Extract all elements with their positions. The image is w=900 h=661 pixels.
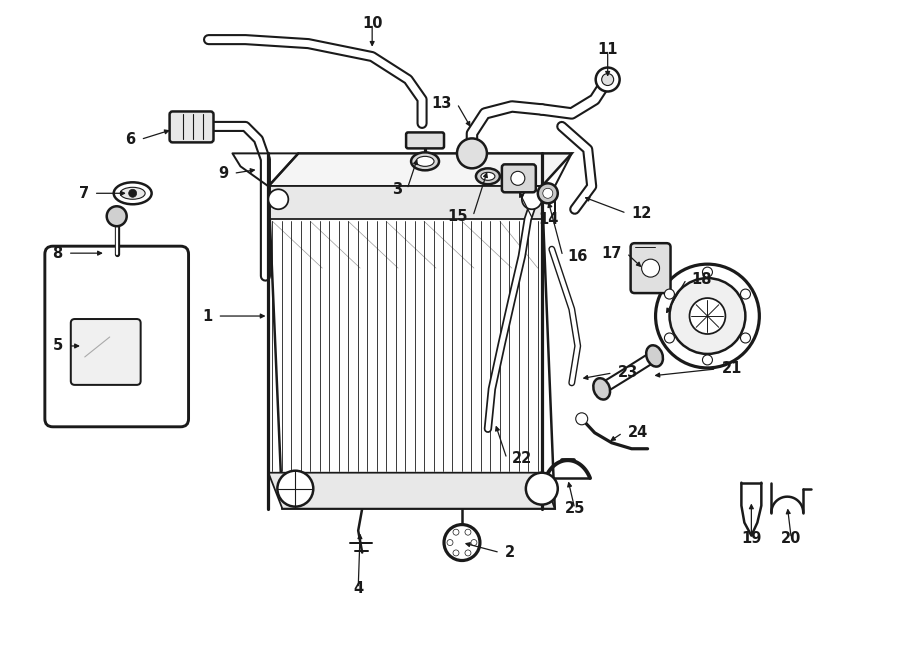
Text: 25: 25: [564, 501, 585, 516]
Ellipse shape: [476, 169, 500, 184]
Text: 19: 19: [742, 531, 761, 546]
Text: 2: 2: [505, 545, 515, 560]
Circle shape: [741, 333, 751, 343]
Text: 24: 24: [627, 425, 648, 440]
Polygon shape: [268, 473, 554, 508]
Text: 21: 21: [722, 362, 742, 376]
Text: 10: 10: [362, 16, 382, 31]
Circle shape: [596, 67, 619, 91]
Polygon shape: [268, 186, 554, 508]
Text: 9: 9: [219, 166, 229, 181]
Circle shape: [465, 529, 471, 535]
Circle shape: [670, 278, 745, 354]
Circle shape: [107, 206, 127, 226]
Ellipse shape: [593, 378, 610, 399]
Text: 23: 23: [617, 366, 638, 381]
Text: 13: 13: [432, 96, 452, 111]
Circle shape: [664, 333, 674, 343]
Circle shape: [576, 413, 588, 425]
Text: 4: 4: [353, 581, 364, 596]
Circle shape: [543, 188, 553, 198]
FancyBboxPatch shape: [71, 319, 140, 385]
Ellipse shape: [113, 182, 151, 204]
Text: 14: 14: [538, 212, 558, 227]
Text: 16: 16: [568, 249, 588, 264]
Circle shape: [453, 529, 459, 535]
Text: 22: 22: [512, 451, 532, 466]
Circle shape: [471, 539, 477, 545]
Circle shape: [278, 483, 298, 502]
Text: 5: 5: [52, 338, 63, 354]
Text: 3: 3: [392, 182, 402, 197]
Ellipse shape: [646, 345, 663, 367]
Circle shape: [703, 267, 713, 277]
Text: 1: 1: [202, 309, 212, 323]
Polygon shape: [268, 153, 572, 186]
Circle shape: [511, 171, 525, 185]
Text: 17: 17: [601, 246, 622, 260]
Circle shape: [642, 259, 660, 277]
Text: 8: 8: [52, 246, 63, 260]
FancyBboxPatch shape: [502, 165, 536, 192]
Circle shape: [538, 183, 558, 204]
Circle shape: [526, 473, 558, 504]
Polygon shape: [268, 186, 542, 219]
Circle shape: [457, 138, 487, 169]
Circle shape: [664, 289, 674, 299]
Circle shape: [465, 550, 471, 556]
Ellipse shape: [121, 187, 145, 199]
Text: 6: 6: [125, 132, 136, 147]
FancyBboxPatch shape: [631, 243, 670, 293]
Text: 11: 11: [598, 42, 618, 57]
Circle shape: [703, 355, 713, 365]
Circle shape: [522, 189, 542, 210]
Circle shape: [444, 525, 480, 561]
Text: 12: 12: [632, 206, 652, 221]
Circle shape: [689, 298, 725, 334]
Ellipse shape: [416, 157, 434, 167]
Circle shape: [602, 73, 614, 85]
Circle shape: [277, 471, 313, 506]
Circle shape: [532, 483, 552, 502]
Circle shape: [655, 264, 760, 368]
Text: 7: 7: [78, 186, 89, 201]
Circle shape: [447, 539, 453, 545]
Text: 15: 15: [447, 209, 468, 223]
Circle shape: [268, 189, 288, 210]
Circle shape: [741, 289, 751, 299]
Ellipse shape: [481, 173, 495, 180]
Text: 20: 20: [781, 531, 802, 546]
FancyBboxPatch shape: [406, 132, 444, 148]
FancyBboxPatch shape: [45, 246, 189, 427]
FancyBboxPatch shape: [169, 112, 213, 142]
Circle shape: [453, 550, 459, 556]
Text: 18: 18: [691, 272, 712, 287]
Circle shape: [129, 189, 137, 197]
Ellipse shape: [411, 153, 439, 171]
